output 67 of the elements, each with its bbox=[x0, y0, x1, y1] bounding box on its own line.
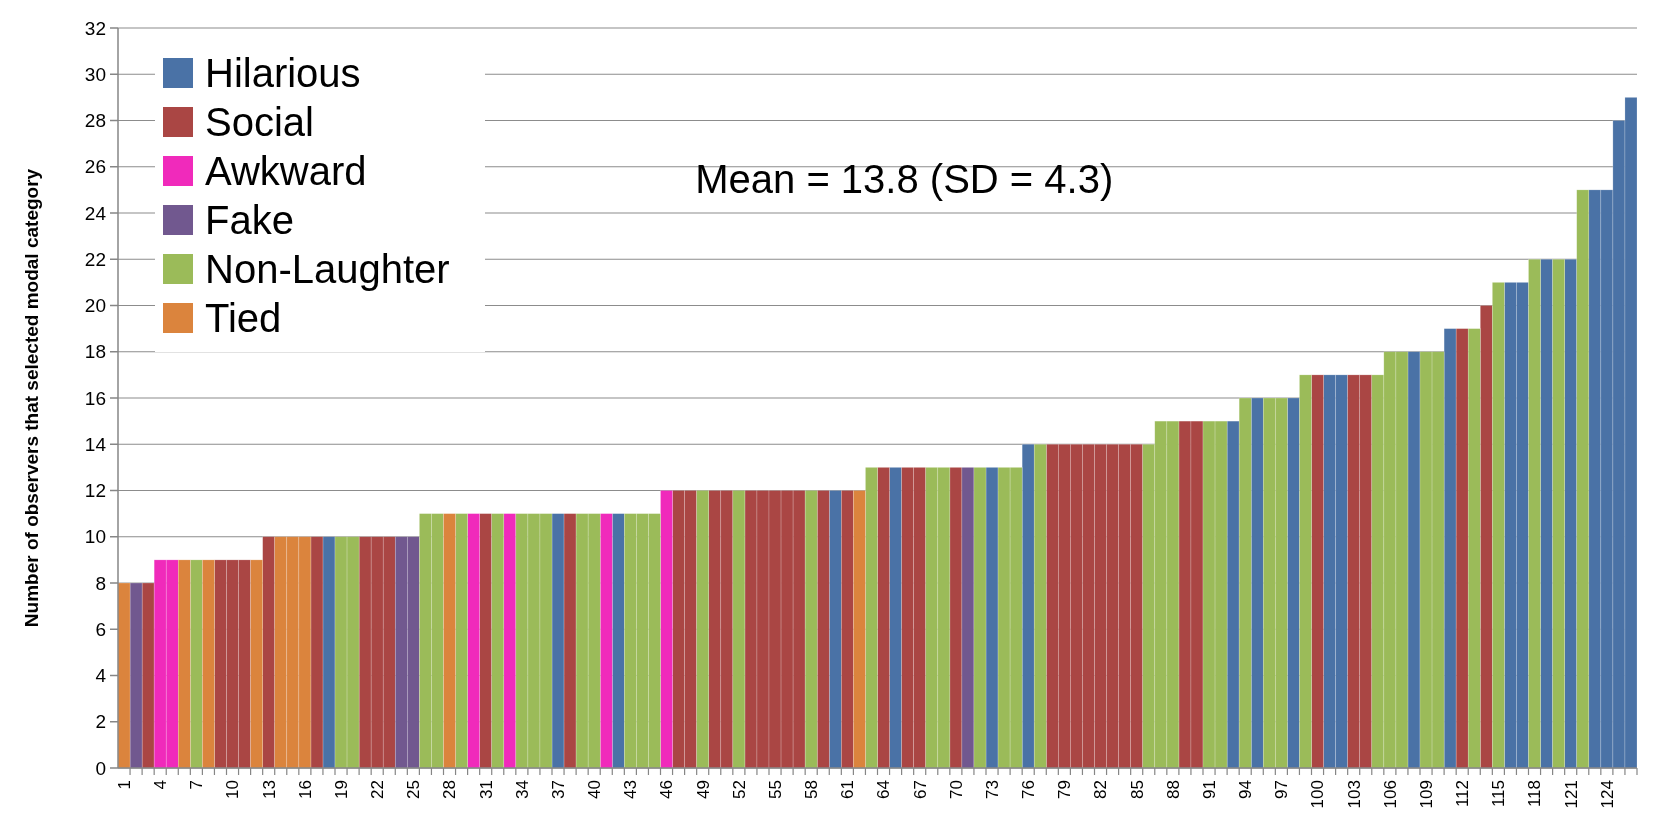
x-tick-label: 97 bbox=[1272, 780, 1292, 799]
x-tick-label: 94 bbox=[1236, 780, 1256, 799]
y-tick-label: 10 bbox=[84, 526, 106, 548]
x-tick-label: 106 bbox=[1380, 780, 1400, 809]
y-tick-label: 20 bbox=[84, 295, 106, 317]
x-tick-label: 1 bbox=[114, 780, 134, 790]
y-tick-label: 22 bbox=[84, 248, 106, 270]
x-tick-label: 43 bbox=[621, 780, 641, 799]
x-tick-label: 22 bbox=[368, 780, 388, 799]
x-tick-label: 49 bbox=[693, 780, 713, 799]
y-tick-label: 12 bbox=[84, 480, 106, 502]
y-axis-title: Number of observers that selected modal category bbox=[21, 168, 42, 628]
y-tick-label: 32 bbox=[84, 17, 106, 39]
x-tick-label: 82 bbox=[1091, 780, 1111, 799]
x-tick-label: 70 bbox=[946, 780, 966, 799]
legend-label: Hilarious bbox=[205, 51, 361, 95]
x-tick-label: 115 bbox=[1489, 780, 1509, 808]
y-tick-label: 26 bbox=[84, 156, 106, 178]
y-tick-label: 24 bbox=[84, 202, 107, 224]
x-tick-label: 13 bbox=[259, 780, 279, 799]
y-tick-label: 4 bbox=[95, 665, 107, 687]
legend-label: Non-Laughter bbox=[205, 247, 450, 291]
legend-label: Social bbox=[205, 100, 314, 144]
y-tick-label: 6 bbox=[95, 618, 106, 640]
x-tick-label: 10 bbox=[223, 780, 243, 799]
x-tick-label: 25 bbox=[404, 780, 424, 799]
x-tick-label: 109 bbox=[1416, 780, 1436, 809]
x-tick-label: 124 bbox=[1597, 780, 1617, 809]
x-tick-label: 34 bbox=[512, 780, 532, 799]
y-tick-label: 8 bbox=[95, 572, 106, 594]
x-tick-label: 52 bbox=[729, 780, 749, 799]
legend-label: Tied bbox=[205, 296, 282, 340]
y-tick-label: 14 bbox=[84, 433, 107, 455]
x-tick-label: 58 bbox=[802, 780, 822, 799]
x-tick-label: 31 bbox=[476, 780, 496, 799]
x-tick-label: 100 bbox=[1308, 780, 1328, 809]
x-tick-label: 76 bbox=[1019, 780, 1039, 799]
y-tick-label: 28 bbox=[84, 110, 106, 132]
y-tick-label: 2 bbox=[95, 711, 106, 733]
x-tick-label: 46 bbox=[657, 780, 677, 799]
x-tick-label: 37 bbox=[548, 780, 568, 799]
x-tick-label: 19 bbox=[331, 780, 351, 799]
x-tick-label: 112 bbox=[1453, 780, 1473, 808]
annotation: Mean = 13.8 (SD = 4.3) bbox=[695, 157, 1114, 201]
x-tick-label: 103 bbox=[1344, 780, 1364, 809]
x-tick-label: 73 bbox=[982, 780, 1002, 799]
x-tick-label: 55 bbox=[765, 780, 785, 799]
y-tick-label: 0 bbox=[95, 757, 106, 779]
legend-label: Awkward bbox=[205, 149, 367, 193]
y-tick-label: 16 bbox=[84, 387, 106, 409]
x-tick-label: 7 bbox=[187, 780, 207, 790]
x-tick-label: 118 bbox=[1525, 780, 1545, 808]
y-tick-label: 18 bbox=[84, 341, 106, 363]
x-tick-label: 16 bbox=[295, 780, 315, 799]
x-tick-label: 61 bbox=[838, 780, 858, 799]
x-tick-label: 88 bbox=[1163, 780, 1183, 799]
y-tick-label: 30 bbox=[84, 63, 106, 85]
x-tick-label: 64 bbox=[874, 780, 894, 799]
x-tick-label: 4 bbox=[151, 780, 171, 790]
x-tick-label: 28 bbox=[440, 780, 460, 799]
x-tick-label: 91 bbox=[1199, 780, 1219, 799]
x-tick-label: 67 bbox=[910, 780, 930, 799]
legend-label: Fake bbox=[205, 198, 294, 242]
x-tick-label: 40 bbox=[585, 780, 605, 799]
x-tick-label: 85 bbox=[1127, 780, 1147, 799]
x-tick-label: 79 bbox=[1055, 780, 1075, 799]
x-tick-label: 121 bbox=[1561, 780, 1581, 809]
